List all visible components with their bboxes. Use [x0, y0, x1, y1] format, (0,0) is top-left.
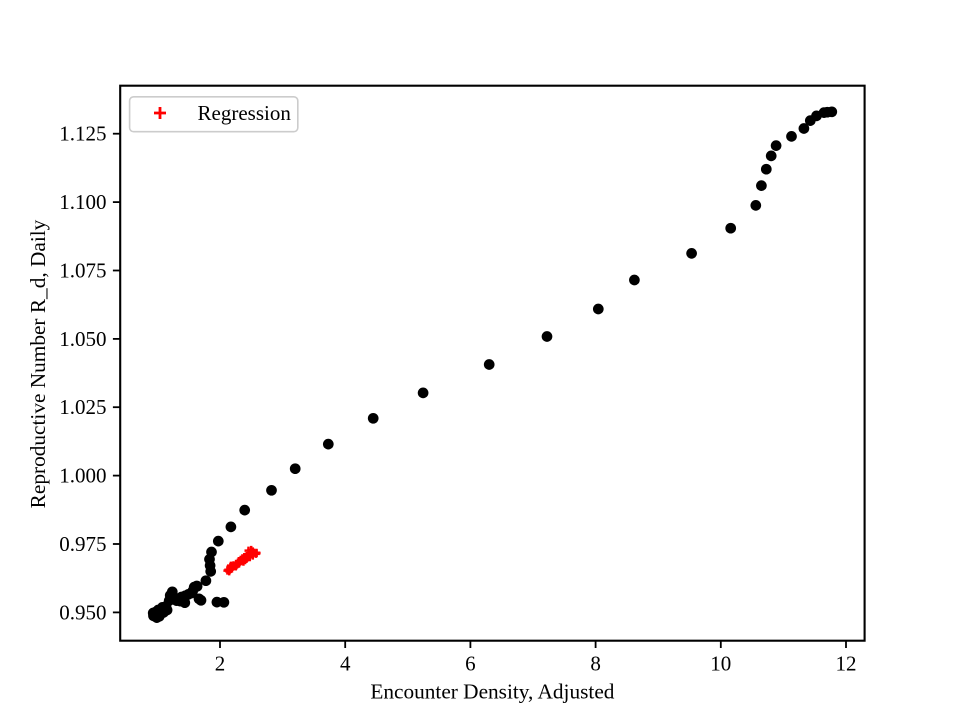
svg-text:0.975: 0.975 [59, 532, 106, 556]
svg-text:1.075: 1.075 [59, 258, 106, 282]
svg-text:2: 2 [215, 651, 226, 675]
svg-text:1.000: 1.000 [59, 464, 106, 488]
svg-text:Regression: Regression [198, 101, 292, 125]
svg-text:Encounter Density, Adjusted: Encounter Density, Adjusted [370, 680, 614, 704]
svg-text:8: 8 [590, 651, 601, 675]
svg-text:10: 10 [710, 651, 731, 675]
svg-text:6: 6 [465, 651, 476, 675]
svg-text:1.050: 1.050 [59, 327, 106, 351]
svg-text:1.100: 1.100 [59, 190, 106, 214]
svg-text:Reproductive Number R_d, Daily: Reproductive Number R_d, Daily [26, 219, 50, 508]
svg-text:12: 12 [836, 651, 857, 675]
svg-text:1.125: 1.125 [59, 122, 106, 146]
svg-text:0.950: 0.950 [59, 600, 106, 624]
svg-text:1.025: 1.025 [59, 395, 106, 419]
svg-text:4: 4 [340, 651, 351, 675]
